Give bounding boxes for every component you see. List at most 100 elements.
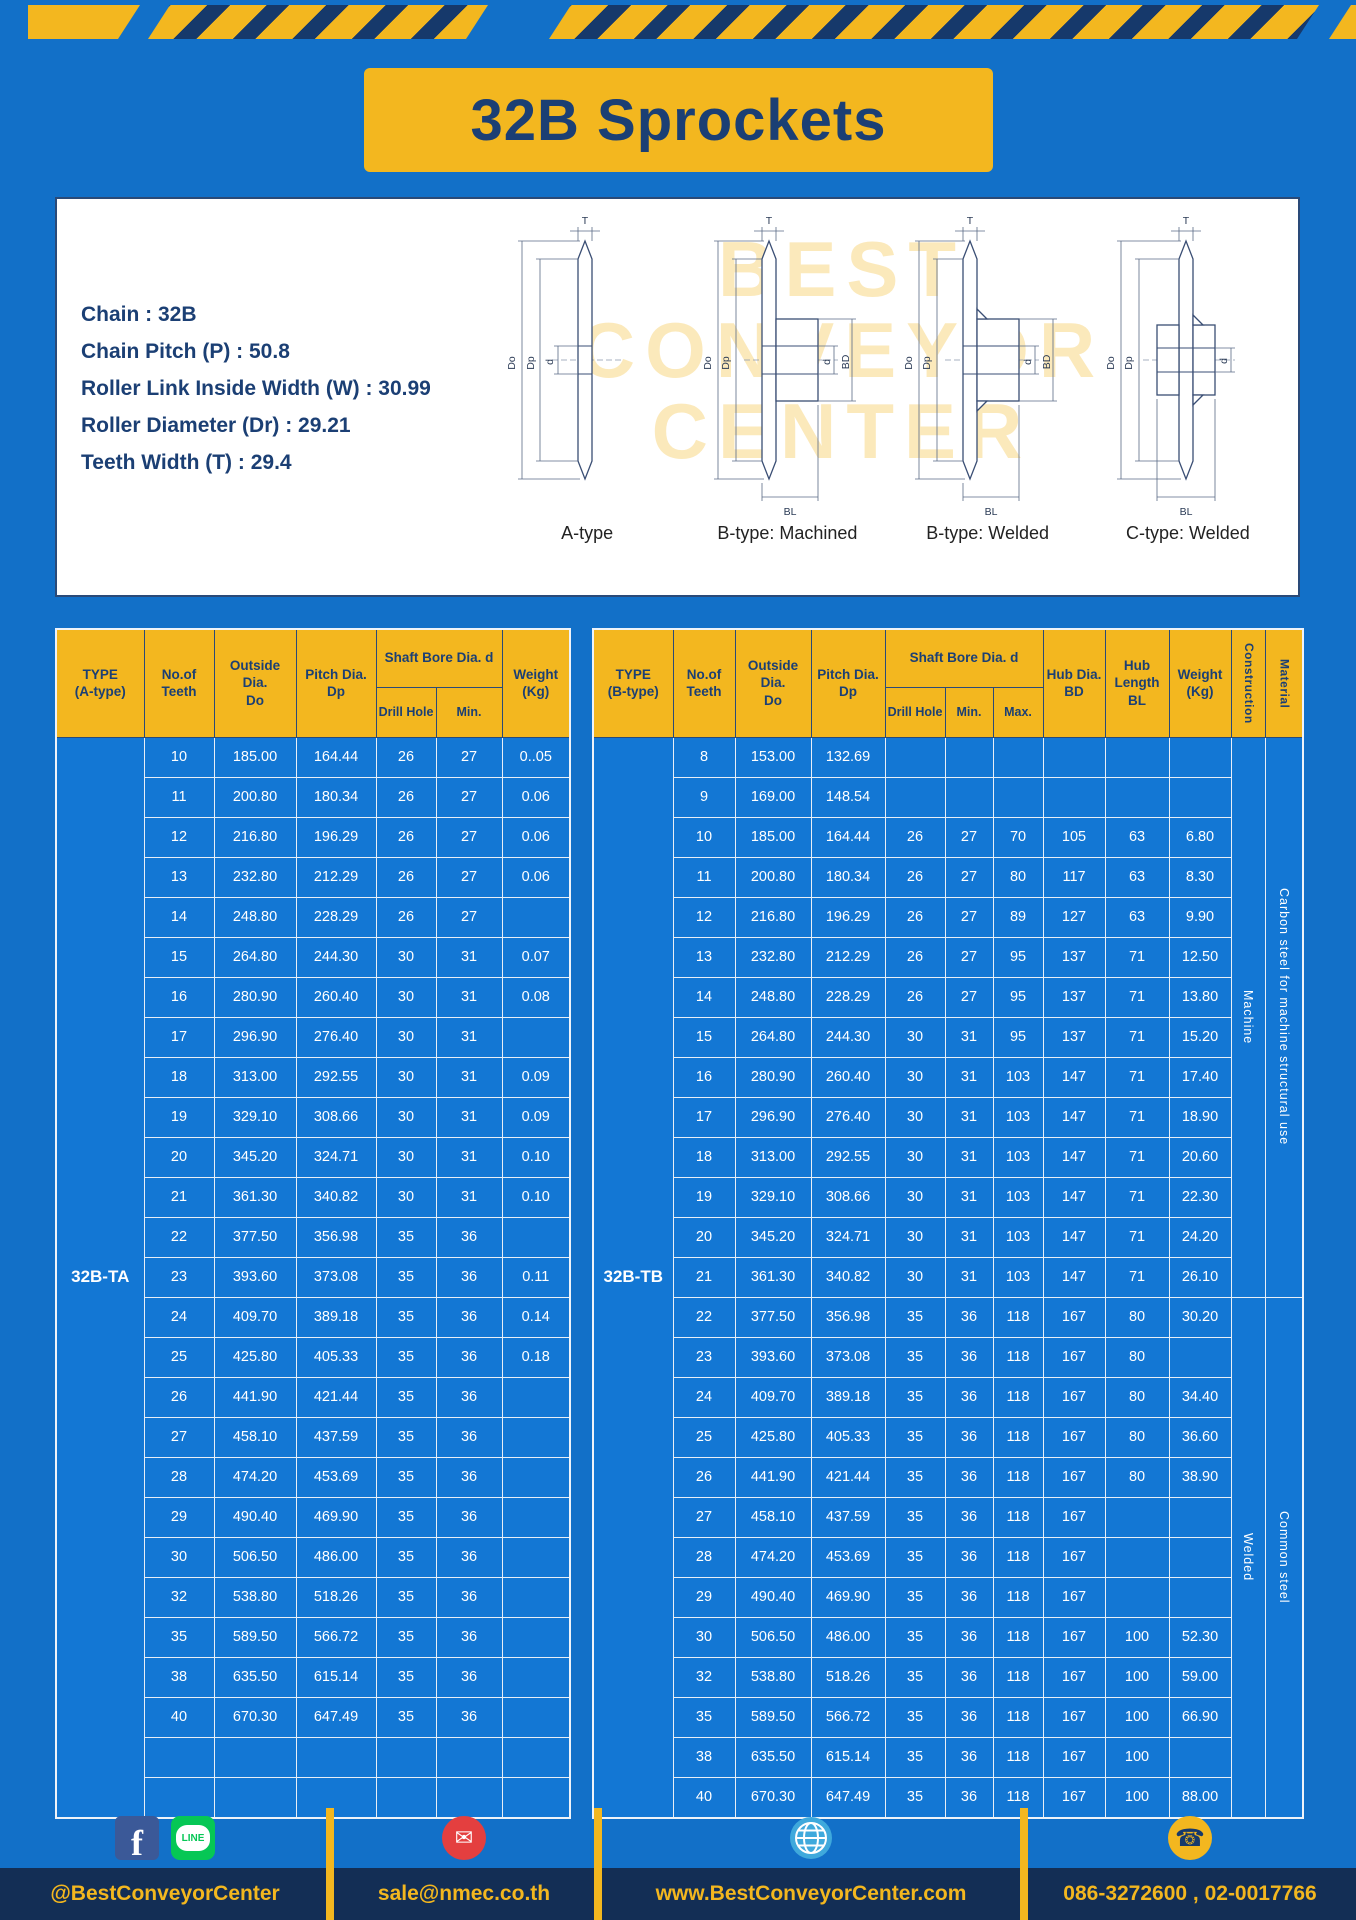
- data-cell: 147: [1042, 1216, 1106, 1258]
- data-cell: 216.80: [734, 896, 812, 938]
- data-cell: 118: [992, 1576, 1044, 1618]
- data-cell: 6.80: [1168, 816, 1232, 858]
- data-cell: 506.50: [734, 1616, 812, 1658]
- diagram-caption: B-type: Machined: [717, 523, 858, 543]
- data-cell: 71: [1104, 1176, 1170, 1218]
- table-row: 13 232.80 212.29 26 27 0.06: [56, 856, 571, 898]
- data-cell: [295, 1776, 377, 1818]
- hazard-stripe-right: [549, 5, 1319, 39]
- data-cell: 118: [992, 1696, 1044, 1738]
- data-cell: [501, 1496, 571, 1538]
- data-cell: 13: [672, 936, 736, 978]
- email-address[interactable]: sale@nmec.co.th: [377, 1882, 551, 1905]
- type-cell: 32B-TB: [592, 736, 674, 1818]
- data-cell: 103: [992, 1136, 1044, 1178]
- data-cell: 27: [435, 896, 503, 938]
- diagram-caption: B-type: Welded: [926, 523, 1049, 543]
- data-cell: 117: [1042, 856, 1106, 898]
- data-cell: 35: [375, 1656, 437, 1698]
- data-cell: 36: [435, 1616, 503, 1658]
- data-cell: 11: [672, 856, 736, 898]
- data-cell: 137: [1042, 1016, 1106, 1058]
- data-cell: 329.10: [734, 1176, 812, 1218]
- svg-text:d: d: [544, 359, 556, 365]
- hazard-stripe-left: [148, 5, 488, 39]
- data-cell: 26.10: [1168, 1256, 1232, 1298]
- data-cell: 27: [944, 936, 994, 978]
- data-cell: 21: [143, 1176, 215, 1218]
- email-icon[interactable]: ✉: [442, 1816, 486, 1860]
- table-row: 9 169.00 148.54: [593, 776, 1303, 818]
- data-cell: 17: [672, 1096, 736, 1138]
- data-cell: 35: [375, 1536, 437, 1578]
- phone-icon[interactable]: ☎: [1168, 1816, 1212, 1860]
- spec-panel: BEST CONVEYOR CENTER Chain : 32B Chain P…: [55, 197, 1300, 597]
- data-cell: 31: [944, 1016, 994, 1058]
- phone-numbers[interactable]: 086-3272600 , 02-0017766: [1063, 1882, 1317, 1905]
- data-cell: [992, 736, 1044, 778]
- data-cell: 27: [435, 776, 503, 818]
- data-cell: 118: [992, 1776, 1044, 1818]
- data-cell: 425.80: [213, 1336, 297, 1378]
- data-cell: [1168, 1536, 1232, 1578]
- data-cell: 27: [944, 856, 994, 898]
- b-type-table-body: 32B-TB 8 153.00 132.69 Machine Carbon steel f…: [592, 736, 1304, 1818]
- data-cell: 167: [1042, 1696, 1106, 1738]
- table-row: 32B-TA 10 185.00 164.44 26 27 0..05: [55, 736, 571, 1818]
- data-cell: 36: [944, 1776, 994, 1818]
- data-cell: [501, 1576, 571, 1618]
- data-cell: 26: [375, 816, 437, 858]
- globe-icon[interactable]: [789, 1816, 833, 1860]
- data-cell: 280.90: [213, 976, 297, 1018]
- data-cell: [501, 1616, 571, 1658]
- data-cell: 635.50: [734, 1736, 812, 1778]
- col-header-outside-dia: Outside Dia. Do: [734, 628, 812, 738]
- website-url[interactable]: www.BestConveyorCenter.com: [655, 1882, 967, 1905]
- data-cell: 34.40: [1168, 1376, 1232, 1418]
- data-cell: 88.00: [1168, 1776, 1232, 1818]
- facebook-icon[interactable]: f: [115, 1816, 159, 1860]
- data-cell: 30: [375, 1176, 437, 1218]
- col-header-min: Min.: [944, 686, 994, 738]
- data-cell: 8: [672, 736, 736, 778]
- data-cell: 167: [1042, 1336, 1106, 1378]
- social-handle[interactable]: @BestConveyorCenter: [50, 1882, 280, 1905]
- data-cell: 24.20: [1168, 1216, 1232, 1258]
- data-cell: [501, 1776, 571, 1818]
- data-cell: [501, 896, 571, 938]
- data-cell: 103: [992, 1176, 1044, 1218]
- data-cell: 373.08: [295, 1256, 377, 1298]
- data-cell: [944, 776, 994, 818]
- col-header-shaft-bore: Shaft Bore Dia. d: [884, 628, 1044, 688]
- data-cell: 232.80: [734, 936, 812, 978]
- data-cell: 35: [884, 1496, 946, 1538]
- data-cell: 118: [992, 1736, 1044, 1778]
- data-cell: 38: [143, 1656, 215, 1698]
- data-cell: 18: [143, 1056, 215, 1098]
- data-cell: 276.40: [295, 1016, 377, 1058]
- data-cell: 0.10: [501, 1176, 571, 1218]
- svg-text:d: d: [821, 359, 833, 365]
- data-cell: 30: [375, 1056, 437, 1098]
- data-cell: [1104, 1576, 1170, 1618]
- data-cell: 15.20: [1168, 1016, 1232, 1058]
- data-cell: 635.50: [213, 1656, 297, 1698]
- data-cell: 132.69: [810, 736, 886, 778]
- data-cell: 35: [375, 1616, 437, 1658]
- data-cell: 23: [143, 1256, 215, 1298]
- table-row: 11 200.80 180.34 26 27 80 117 63 8.30: [593, 856, 1303, 898]
- data-cell: 31: [944, 1096, 994, 1138]
- data-cell: [1168, 776, 1232, 818]
- table-row: 40 670.30 647.49 35 36: [56, 1696, 571, 1738]
- data-cell: 27: [944, 816, 994, 858]
- data-cell: 30: [375, 1016, 437, 1058]
- data-cell: 0.11: [501, 1256, 571, 1298]
- chain-specs: Chain : 32B Chain Pitch (P) : 50.8 Rolle…: [81, 303, 431, 475]
- table-row: 16 280.90 260.40 30 31 103 147 71 17.40: [593, 1056, 1303, 1098]
- data-cell: 36: [944, 1576, 994, 1618]
- data-cell: [1042, 776, 1106, 818]
- line-icon[interactable]: LINE: [171, 1816, 215, 1860]
- data-cell: 340.82: [295, 1176, 377, 1218]
- data-cell: 13.80: [1168, 976, 1232, 1018]
- table-row: 12 216.80 196.29 26 27 0.06: [56, 816, 571, 858]
